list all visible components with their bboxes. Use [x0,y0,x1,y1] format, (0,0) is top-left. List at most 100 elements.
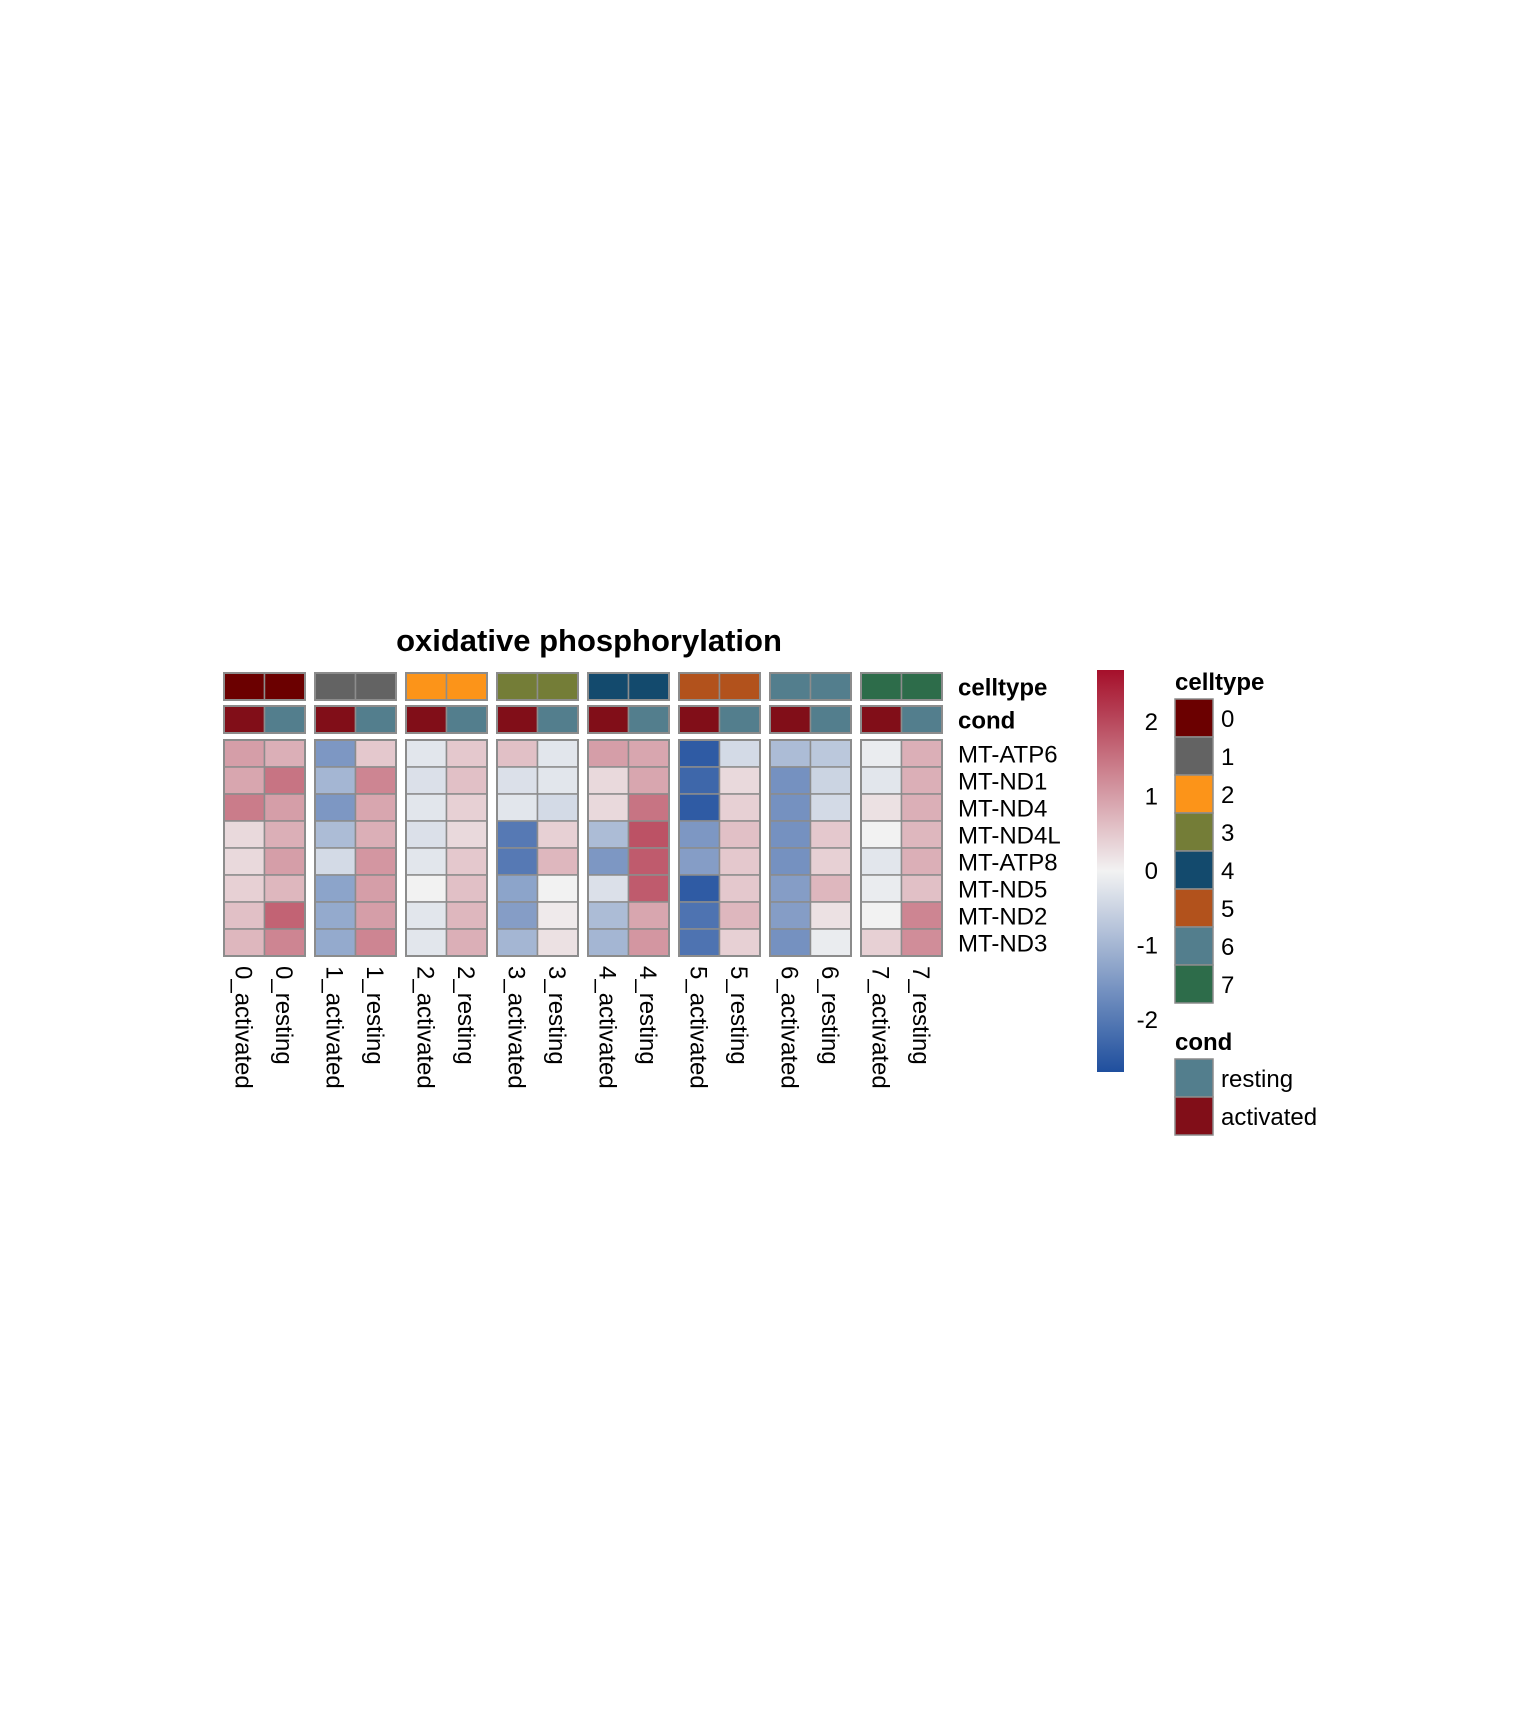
annotation-celltype-cell [900,672,943,701]
heatmap-cell [314,766,357,795]
annotation-group-frame [405,705,488,734]
heatmap-cells [223,739,943,957]
heatmap-cell [496,793,539,822]
heatmap-cell [536,847,579,876]
column-label-7-activated: 7_activated [866,966,893,1089]
annotation-cond-cell [223,705,266,734]
heatmap-cell [354,820,397,849]
column-label-3-resting: 3_resting [543,966,570,1065]
heatmap-cell [354,847,397,876]
heatmap-cell [769,739,812,768]
annotation-cond-cell [769,705,812,734]
annotation-cond-cell [354,705,397,734]
annotation-celltype-cell [678,672,721,701]
heatmap-cell [314,928,357,957]
annotation-cond-cell [263,705,306,734]
legend-label-4: 4 [1221,858,1234,885]
heatmap-cell [860,874,903,903]
legend-label-3: 3 [1221,820,1234,847]
legend-swatch-resting [1174,1058,1214,1098]
row-label-mt-atp8: MT-ATP8 [958,850,1058,877]
row-label-mt-nd1: MT-ND1 [958,769,1047,796]
annotation-cond-cell [405,705,448,734]
annotation-group-frame [587,672,670,701]
heatmap-cell [678,847,721,876]
heatmap-cell [314,793,357,822]
annotation-group-frame [769,672,852,701]
color-scale-tick-label: -2 [1137,1007,1158,1034]
column-label-1-activated: 1_activated [320,966,347,1089]
heatmap-cell [263,739,306,768]
heatmap-cell [587,820,630,849]
annotation-celltype-cell [718,672,761,701]
heatmap-cell [445,874,488,903]
row-label-mt-nd4: MT-ND4 [958,796,1047,823]
heatmap-cell [678,766,721,795]
heatmap-cell [809,847,852,876]
row-label-mt-nd2: MT-ND2 [958,904,1047,931]
heatmap-cell [809,793,852,822]
annotation-celltype-cell [809,672,852,701]
annotation-group-frame [769,705,852,734]
annotation-group-frame [405,672,488,701]
annotation-celltype-cell [263,672,306,701]
heatmap-cell [314,847,357,876]
annotation-group-frame [587,705,670,734]
heatmap-cell [900,847,943,876]
heatmap-cell [809,766,852,795]
heatmap-cell [496,901,539,930]
heatmap-cell [496,766,539,795]
heatmap-cell [263,820,306,849]
heatmap-cell [496,928,539,957]
annotation-group-frame [314,672,397,701]
heatmap-cell [718,820,761,849]
heatmap-cell [718,901,761,930]
heatmap-cell [587,901,630,930]
heatmap-cell [678,928,721,957]
heatmap-cell [587,766,630,795]
heatmap-cell [718,739,761,768]
heatmap-cell [678,874,721,903]
legend-swatch-7 [1174,964,1214,1004]
heatmap-cell [536,793,579,822]
column-label-0-resting: 0_resting [270,966,297,1065]
annotation-celltype-cell [769,672,812,701]
heatmap-cell [718,766,761,795]
heatmap-cell [627,901,670,930]
heatmap-cell [678,793,721,822]
heatmap-cell [445,739,488,768]
heatmap-group-frame [405,739,488,957]
heatmap-group-frame [769,739,852,957]
heatmap-cell [627,739,670,768]
heatmap-cell [223,739,266,768]
column-label-4-resting: 4_resting [634,966,661,1065]
heatmap-cell [860,901,903,930]
legend-swatch-3 [1174,812,1214,852]
heatmap-cell [627,847,670,876]
heatmap-cell [405,874,448,903]
annotation-cond-cell [900,705,943,734]
heatmap-cell [223,793,266,822]
annotation-group-frame [860,672,943,701]
heatmap-cell [718,874,761,903]
heatmap-cell [769,901,812,930]
annotation-cond-cell [496,705,539,734]
heatmap-cell [536,928,579,957]
row-label-mt-nd5: MT-ND5 [958,877,1047,904]
color-scale-tick-label: 2 [1145,709,1158,736]
heatmap-cell [809,901,852,930]
heatmap-group-frame [314,739,397,957]
column-label-4-activated: 4_activated [593,966,620,1089]
legend-swatch-1 [1174,736,1214,776]
row-label-mt-nd3: MT-ND3 [958,931,1047,958]
heatmap-cell [405,928,448,957]
legend-label-resting: resting [1221,1066,1293,1093]
annotation-cond-cell [809,705,852,734]
heatmap-cell [900,766,943,795]
annotation-cond-cell [587,705,630,734]
color-scale-legend: 2 1 0 -1 -2 [1097,670,1158,1072]
heatmap-cell [627,793,670,822]
heatmap-cell [900,928,943,957]
heatmap-cell [809,820,852,849]
